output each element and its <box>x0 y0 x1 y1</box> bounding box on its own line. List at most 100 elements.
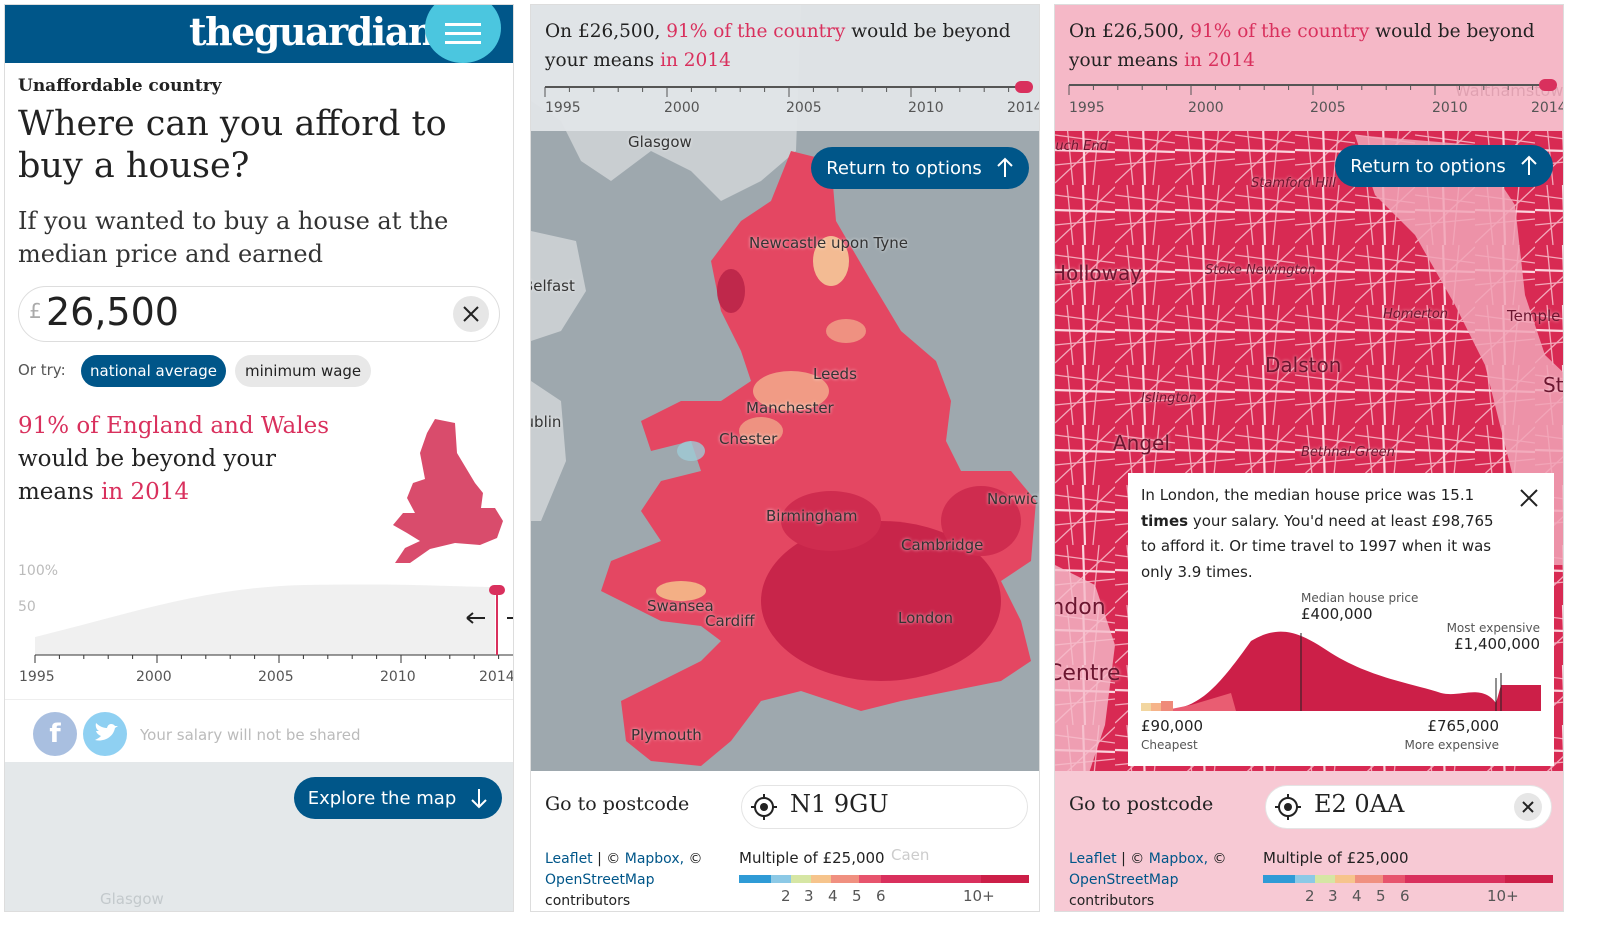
option-button[interactable]: national average <box>81 355 226 387</box>
share-row: f Your salary will not be shared <box>5 699 513 762</box>
upper-label: More expensive <box>1404 738 1499 752</box>
place-label: Cambridge <box>901 536 984 554</box>
salary-input[interactable]: £ 26,500 <box>18 286 500 342</box>
clear-button[interactable] <box>453 296 489 332</box>
place-label: Stoke Newington <box>1205 263 1316 278</box>
legend-title: Multiple of £25,000 <box>739 849 885 867</box>
attribution-part: © <box>1212 851 1227 867</box>
attribution-part: | © <box>1121 851 1145 867</box>
place-label: London <box>898 609 953 627</box>
title: Where can you afford to buy a house? <box>18 104 447 186</box>
intro: If you wanted to buy a house at the medi… <box>18 207 449 268</box>
timeline-year: 2010 <box>1432 100 1468 116</box>
headline-year: in 2014 <box>660 50 731 71</box>
locate-cross <box>1275 794 1301 820</box>
postcode-input[interactable]: E2 0AA <box>1265 785 1552 829</box>
attribution-part: Mapbox, <box>624 851 685 867</box>
legend-label: 5 <box>1376 887 1386 905</box>
or-try: Or try: <box>18 361 66 379</box>
menu-button[interactable] <box>425 5 501 63</box>
median-value: £400,000 <box>1301 605 1373 623</box>
legend-label: 3 <box>1328 887 1338 905</box>
legend-label: 2 <box>1305 887 1315 905</box>
twitter-button[interactable] <box>83 712 127 756</box>
place-label: London <box>1055 595 1106 620</box>
country-map-screen: Glasgow Belfast Newcastle upon Tyne Leeds Ma… <box>530 4 1040 912</box>
explore-button[interactable]: Explore the map <box>294 777 502 819</box>
place-label: Angel <box>1113 431 1170 455</box>
timeline[interactable] <box>1055 73 1564 97</box>
max-value: £1,400,000 <box>1454 635 1540 653</box>
locate-dot <box>760 803 768 811</box>
legend-swatch <box>771 875 791 883</box>
return-button[interactable]: Return to options <box>1335 145 1553 187</box>
place-label: Homerton <box>1383 307 1449 322</box>
place-label: Chester <box>719 430 778 448</box>
place-label: Plymouth <box>631 726 702 744</box>
place-label: Swansea <box>647 597 714 615</box>
option-button[interactable]: minimum wage <box>235 355 372 387</box>
logo: theguardian <box>189 9 435 54</box>
share-note: Your salary will not be shared <box>140 726 361 744</box>
legend-label: 4 <box>1352 887 1362 905</box>
place-label: Manchester <box>746 399 834 417</box>
legend-label: 10+ <box>1487 887 1519 905</box>
headline-year: in 2014 <box>1184 50 1255 71</box>
postcode-input[interactable]: N1 9GU <box>741 785 1028 829</box>
legend-swatch <box>1335 875 1355 883</box>
place-label: Dublin <box>531 413 562 431</box>
locate-cross <box>751 794 777 820</box>
legend-label: 6 <box>876 887 886 905</box>
result: 91% of England and Wales would be beyond… <box>18 410 348 509</box>
headline-highlight: 91% of the country <box>666 21 846 42</box>
map-label: Glasgow <box>100 890 164 908</box>
place-label: Crouch End <box>1055 139 1108 154</box>
timeline[interactable] <box>531 75 1040 99</box>
chart-y-label: 100% <box>18 563 59 579</box>
max-label: Most expensive <box>1446 621 1540 635</box>
postcode: E2 0AA <box>1314 790 1405 818</box>
legend-label: 3 <box>804 887 814 905</box>
popup: In London, the median house price was 15… <box>1128 473 1554 766</box>
attribution-part: OpenStreetMap <box>1069 872 1179 888</box>
headline-text: would be beyond your means <box>1069 21 1535 71</box>
popup-close[interactable] <box>1518 487 1540 509</box>
legend-swatch <box>859 875 881 883</box>
timeline-year: 1995 <box>545 100 581 116</box>
place-label: Glasgow <box>628 133 692 151</box>
place-label: Holloway <box>1054 261 1143 285</box>
legend-swatch <box>1315 875 1335 883</box>
year-label: 1995 <box>19 669 55 685</box>
place-label: Norwich <box>987 490 1039 508</box>
locate-dot <box>1284 803 1292 811</box>
legend-swatch <box>1355 875 1383 883</box>
median-label: Median house price <box>1301 591 1419 605</box>
timeline-year: 2000 <box>664 100 700 116</box>
place-label: Cardiff <box>705 612 755 630</box>
result-highlight: 91% of England and Wales <box>18 413 330 439</box>
legend-label: 5 <box>852 887 862 905</box>
legend-swatch <box>981 875 1029 883</box>
place-label: Dalston <box>1265 353 1342 377</box>
headline-lead: On £26,500, <box>545 21 661 42</box>
facebook-button[interactable]: f <box>33 712 77 756</box>
clear-button[interactable] <box>1513 792 1543 822</box>
button-label: Explore the map <box>307 787 457 809</box>
result-year: in 2014 <box>101 479 190 505</box>
legend-swatch <box>1383 875 1405 883</box>
popup-text-part: your salary. You'd need at least £98,765… <box>1141 511 1494 581</box>
clear-x <box>1522 801 1534 813</box>
postcode-label: Go to postcode <box>1069 793 1214 815</box>
timeline-year: 2014 <box>1007 100 1040 116</box>
timeline-handle <box>1015 81 1033 93</box>
kicker: Unaffordable country <box>18 76 222 96</box>
locate-icon <box>751 794 777 820</box>
legend-swatch <box>1405 875 1505 883</box>
return-button[interactable]: Return to options <box>811 147 1029 189</box>
headline-lead: On £26,500, <box>1069 21 1185 42</box>
headline: On £26,500, 91% of the country would be … <box>545 17 1025 75</box>
legend-swatch <box>1295 875 1315 883</box>
timeline-year: 1995 <box>1069 100 1105 116</box>
legend-label: 10+ <box>963 887 995 905</box>
